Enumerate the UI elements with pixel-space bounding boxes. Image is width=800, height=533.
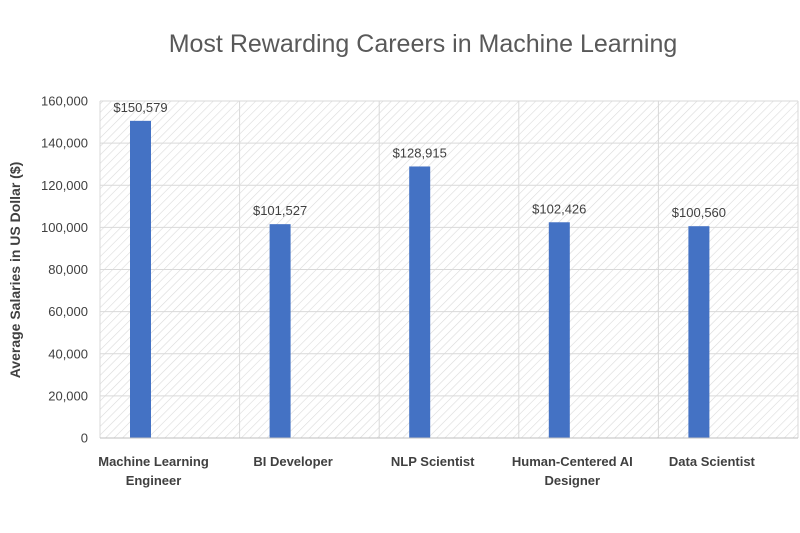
data-label: $101,527 — [253, 203, 307, 218]
y-axis-label: Average Salaries in US Dollar ($) — [7, 162, 23, 379]
x-tick-label: Machine Learning Engineer — [98, 454, 209, 488]
data-labels: $150,579 $101,527 $128,915 $102,426 $100,560 — [113, 100, 726, 220]
bar — [548, 222, 570, 438]
x-tick-label-line: NLP Scientist — [391, 454, 475, 469]
bar — [269, 224, 291, 438]
x-tick-label: NLP Scientist — [391, 454, 475, 469]
x-tick-label: Human-Centered AI Designer — [512, 454, 633, 488]
y-tick-label: 20,000 — [48, 388, 88, 403]
y-tick-label: 40,000 — [48, 346, 88, 361]
bar — [130, 120, 151, 438]
data-label: $128,915 — [393, 145, 447, 160]
chart-title: Most Rewarding Careers in Machine Learni… — [169, 30, 678, 58]
y-tick-label: 140,000 — [41, 136, 88, 151]
y-tick-label: 160,000 — [41, 94, 88, 109]
y-tick-label: 60,000 — [48, 304, 88, 319]
data-label: $150,579 — [113, 100, 167, 115]
y-tick-label: 100,000 — [41, 220, 88, 235]
x-tick-label-line: Machine Learning — [98, 454, 209, 469]
x-tick-label: BI Developer — [253, 454, 332, 469]
x-tick-label: Data Scientist — [669, 454, 756, 469]
data-label: $100,560 — [672, 205, 726, 220]
data-label: $102,426 — [532, 201, 586, 216]
x-tick-label-line: Designer — [544, 473, 600, 488]
bars — [130, 120, 710, 438]
y-tick-label: 80,000 — [48, 262, 88, 277]
y-tick-label: 120,000 — [41, 178, 88, 193]
x-axis-ticks: Machine Learning Engineer BI Developer NLP … — [98, 454, 755, 488]
x-tick-label-line: Human-Centered AI — [512, 454, 633, 469]
y-axis-ticks: 0 20,000 40,000 60,000 80,000 100,000 120,000 1… — [41, 94, 88, 446]
x-tick-label-line: Data Scientist — [669, 454, 756, 469]
gridlines — [99, 100, 799, 438]
bar — [688, 226, 710, 438]
x-tick-label-line: BI Developer — [253, 454, 332, 469]
x-tick-label-line: Engineer — [126, 473, 182, 488]
bar — [409, 166, 431, 438]
y-tick-label: 0 — [81, 431, 88, 446]
